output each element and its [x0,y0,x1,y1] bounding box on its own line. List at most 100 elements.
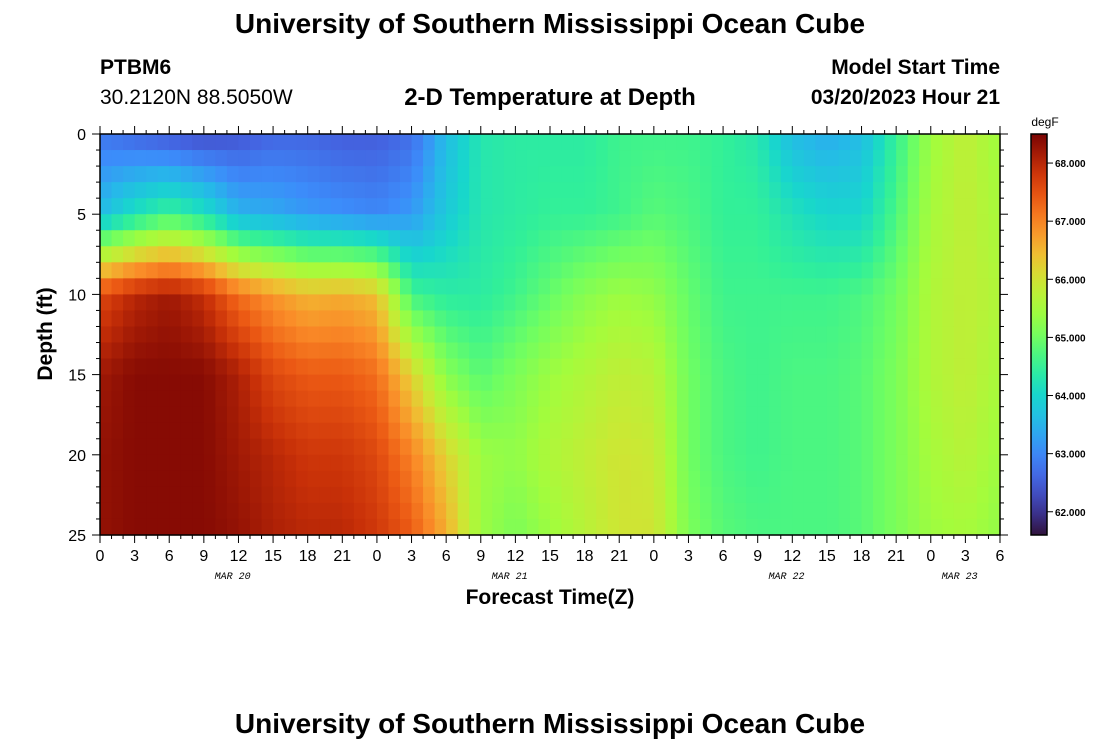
heatmap-cell [411,454,424,472]
heatmap-cell [365,134,378,151]
heatmap-cell [238,454,251,472]
heatmap-cell [353,214,366,231]
heatmap-cell [388,198,401,215]
heatmap-cell [134,166,147,183]
heatmap-cell [988,214,1001,231]
heatmap-cell [503,502,516,520]
heatmap-cell [561,454,574,472]
heatmap-cell [330,358,343,376]
heatmap-cell [919,374,932,392]
heatmap-cell [180,294,193,312]
heatmap-cell [100,246,113,263]
heatmap-cell [746,182,759,199]
heatmap-cell [757,406,770,424]
heatmap-cell [215,198,228,215]
heatmap-cell [261,278,274,295]
heatmap-cell [515,390,528,408]
heatmap-cell [711,406,724,424]
heatmap-cell [250,310,263,328]
heatmap-cell [665,486,678,504]
heatmap-cell [607,518,620,536]
heatmap-cell [342,486,355,504]
heatmap-cell [111,310,124,328]
heatmap-cell [861,310,874,328]
heatmap-cell [169,470,182,488]
heatmap-cell [561,486,574,504]
heatmap-cell [942,406,955,424]
heatmap-cell [792,502,805,520]
heatmap-cell [123,310,136,328]
x-tick-label: 12 [783,548,801,565]
heatmap-cell [111,438,124,456]
heatmap-cell [319,438,332,456]
heatmap-cell [561,278,574,295]
heatmap-cell [550,518,563,536]
heatmap-cell [976,294,990,312]
heatmap-cell [838,326,851,344]
heatmap-cell [780,374,793,392]
heatmap-cell [526,230,540,247]
heatmap-cell [596,342,609,360]
heatmap-cell [134,358,147,376]
heatmap-cell [296,326,309,344]
heatmap-cell [907,166,920,183]
heatmap-cell [803,390,816,408]
heatmap-cell [919,278,932,295]
heatmap-cell [826,358,840,376]
heatmap-cell [342,294,355,312]
heatmap-cell [630,294,643,312]
heatmap-cell [273,518,286,536]
heatmap-cell [711,278,724,295]
heatmap-cell [284,326,297,344]
heatmap-cell [480,198,493,215]
heatmap-cell [665,214,678,231]
heatmap-cell [388,454,401,472]
heatmap-cell [423,294,436,312]
heatmap-cell [653,262,666,279]
heatmap-cell [815,310,828,328]
heatmap-cell [930,390,943,408]
heatmap-cell [988,358,1001,376]
heatmap-cell [942,246,955,263]
heatmap-cell [261,358,274,376]
heatmap-cell [123,198,136,215]
heatmap-cell [619,342,632,360]
heatmap-cell [469,262,482,279]
heatmap-cell [423,262,436,279]
heatmap-cell [100,294,113,312]
heatmap-cell [526,150,540,167]
heatmap-cell [446,230,459,247]
x-tick-label: 6 [442,548,451,565]
heatmap-cell [561,438,574,456]
heatmap-cell [953,406,966,424]
heatmap-cell [850,390,863,408]
heatmap-cell [215,406,228,424]
heatmap-cell [746,358,759,376]
heatmap-cell [284,230,297,247]
heatmap-cell [423,230,436,247]
heatmap-cell [226,294,240,312]
heatmap-cell [146,230,159,247]
heatmap-cell [850,278,863,295]
heatmap-cell [930,278,943,295]
heatmap-cell [630,134,643,151]
heatmap-cell [988,454,1001,472]
heatmap-cell [630,214,643,231]
heatmap-cell [942,134,955,151]
heatmap-cell [180,278,193,295]
heatmap-cell [757,262,770,279]
heatmap-cell [353,390,366,408]
heatmap-cell [653,214,666,231]
heatmap-cell [192,502,205,520]
heatmap-cell [619,438,632,456]
heatmap-cell [342,278,355,295]
heatmap-cell [688,198,701,215]
heatmap-cell [480,134,493,151]
heatmap-cell [965,438,978,456]
heatmap-cell [411,230,424,247]
heatmap-cell [296,310,309,328]
heatmap-cell [815,294,828,312]
heatmap-cell [319,310,332,328]
heatmap-cell [769,166,782,183]
heatmap-cell [988,166,1001,183]
